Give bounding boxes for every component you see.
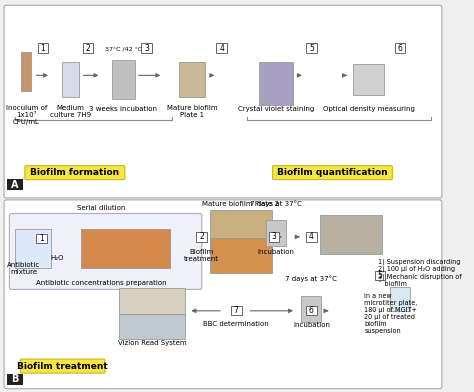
FancyBboxPatch shape xyxy=(210,238,272,273)
FancyBboxPatch shape xyxy=(266,220,286,246)
Text: 1) Suspension discarding
2) 100 μl of H₂O adding
3) Mechanic disruption of
   bi: 1) Suspension discarding 2) 100 μl of H₂… xyxy=(378,258,461,287)
Text: 3: 3 xyxy=(272,232,276,241)
Text: BBC determination: BBC determination xyxy=(203,321,269,327)
Text: 5: 5 xyxy=(309,44,314,53)
Text: 6: 6 xyxy=(397,44,402,53)
FancyBboxPatch shape xyxy=(20,359,105,373)
FancyBboxPatch shape xyxy=(306,306,317,316)
FancyBboxPatch shape xyxy=(179,62,205,97)
FancyBboxPatch shape xyxy=(210,211,272,245)
Text: Serial dilution: Serial dilution xyxy=(77,205,126,211)
Text: 2: 2 xyxy=(86,44,91,53)
Text: Incubation: Incubation xyxy=(293,323,330,328)
FancyBboxPatch shape xyxy=(83,44,93,53)
Text: Vizion Read System: Vizion Read System xyxy=(118,340,187,346)
FancyBboxPatch shape xyxy=(269,232,279,241)
FancyBboxPatch shape xyxy=(119,314,185,339)
Text: 7: 7 xyxy=(234,306,239,315)
Text: 7 days at 37°C: 7 days at 37°C xyxy=(250,200,302,207)
FancyBboxPatch shape xyxy=(273,166,392,180)
Text: 37°C /42 °C: 37°C /42 °C xyxy=(105,47,142,52)
Text: 7 days at 37°C: 7 days at 37°C xyxy=(285,276,337,282)
Text: H₂O: H₂O xyxy=(50,255,64,261)
Text: 3: 3 xyxy=(144,44,149,53)
FancyBboxPatch shape xyxy=(320,216,382,254)
Text: Mature biofilm Plate 2: Mature biofilm Plate 2 xyxy=(202,201,279,207)
FancyBboxPatch shape xyxy=(38,44,48,53)
FancyBboxPatch shape xyxy=(231,306,242,316)
Text: Biofilm formation: Biofilm formation xyxy=(30,168,119,177)
Text: Mature biofilm
Plate 1: Mature biofilm Plate 1 xyxy=(167,105,218,118)
Text: Biofilm quantification: Biofilm quantification xyxy=(277,168,388,177)
Text: B: B xyxy=(11,374,18,384)
Text: Incubation: Incubation xyxy=(257,249,294,254)
Text: Crystal violet staining: Crystal violet staining xyxy=(238,107,314,113)
FancyBboxPatch shape xyxy=(21,52,31,91)
FancyBboxPatch shape xyxy=(4,200,442,388)
Text: 1: 1 xyxy=(41,44,46,53)
Text: Antibiotic concentrations preparation: Antibiotic concentrations preparation xyxy=(36,279,167,285)
FancyBboxPatch shape xyxy=(9,214,202,289)
FancyBboxPatch shape xyxy=(25,166,125,180)
Text: 4: 4 xyxy=(309,232,314,241)
FancyBboxPatch shape xyxy=(390,287,410,311)
FancyBboxPatch shape xyxy=(196,232,207,241)
Text: Inoculum of
1x10⁷
CFU/mL: Inoculum of 1x10⁷ CFU/mL xyxy=(6,105,47,125)
FancyBboxPatch shape xyxy=(306,232,317,241)
FancyBboxPatch shape xyxy=(4,5,442,198)
FancyBboxPatch shape xyxy=(374,271,385,280)
FancyBboxPatch shape xyxy=(394,44,405,53)
Text: A: A xyxy=(11,180,18,190)
FancyBboxPatch shape xyxy=(119,289,185,314)
FancyBboxPatch shape xyxy=(7,179,23,190)
Text: Optical density measuring: Optical density measuring xyxy=(323,107,415,113)
Text: Biofilm
treatment: Biofilm treatment xyxy=(184,249,219,261)
FancyBboxPatch shape xyxy=(301,296,321,321)
FancyBboxPatch shape xyxy=(62,62,79,97)
FancyBboxPatch shape xyxy=(354,64,384,95)
Text: 2: 2 xyxy=(200,232,204,241)
FancyBboxPatch shape xyxy=(259,62,292,105)
Text: 4: 4 xyxy=(219,44,224,53)
Text: 3 weeks incubation: 3 weeks incubation xyxy=(90,107,157,113)
FancyBboxPatch shape xyxy=(82,229,170,268)
FancyBboxPatch shape xyxy=(141,44,152,53)
FancyBboxPatch shape xyxy=(15,229,51,268)
FancyBboxPatch shape xyxy=(216,44,227,53)
Text: 6: 6 xyxy=(309,306,314,315)
FancyBboxPatch shape xyxy=(112,60,135,99)
FancyBboxPatch shape xyxy=(306,44,317,53)
Text: Antibiotic
mixture: Antibiotic mixture xyxy=(8,262,41,275)
Text: Medium
culture 7H9: Medium culture 7H9 xyxy=(50,105,91,118)
Text: In a new
microtiter plate,
180 μl of MGIT+
20 μl of treated
biofilm
suspension: In a new microtiter plate, 180 μl of MGI… xyxy=(365,293,418,334)
FancyBboxPatch shape xyxy=(36,234,47,243)
Text: 5: 5 xyxy=(377,271,383,280)
Text: 1: 1 xyxy=(39,234,44,243)
Text: Biofilm treatment: Biofilm treatment xyxy=(17,361,108,370)
FancyBboxPatch shape xyxy=(7,374,23,385)
